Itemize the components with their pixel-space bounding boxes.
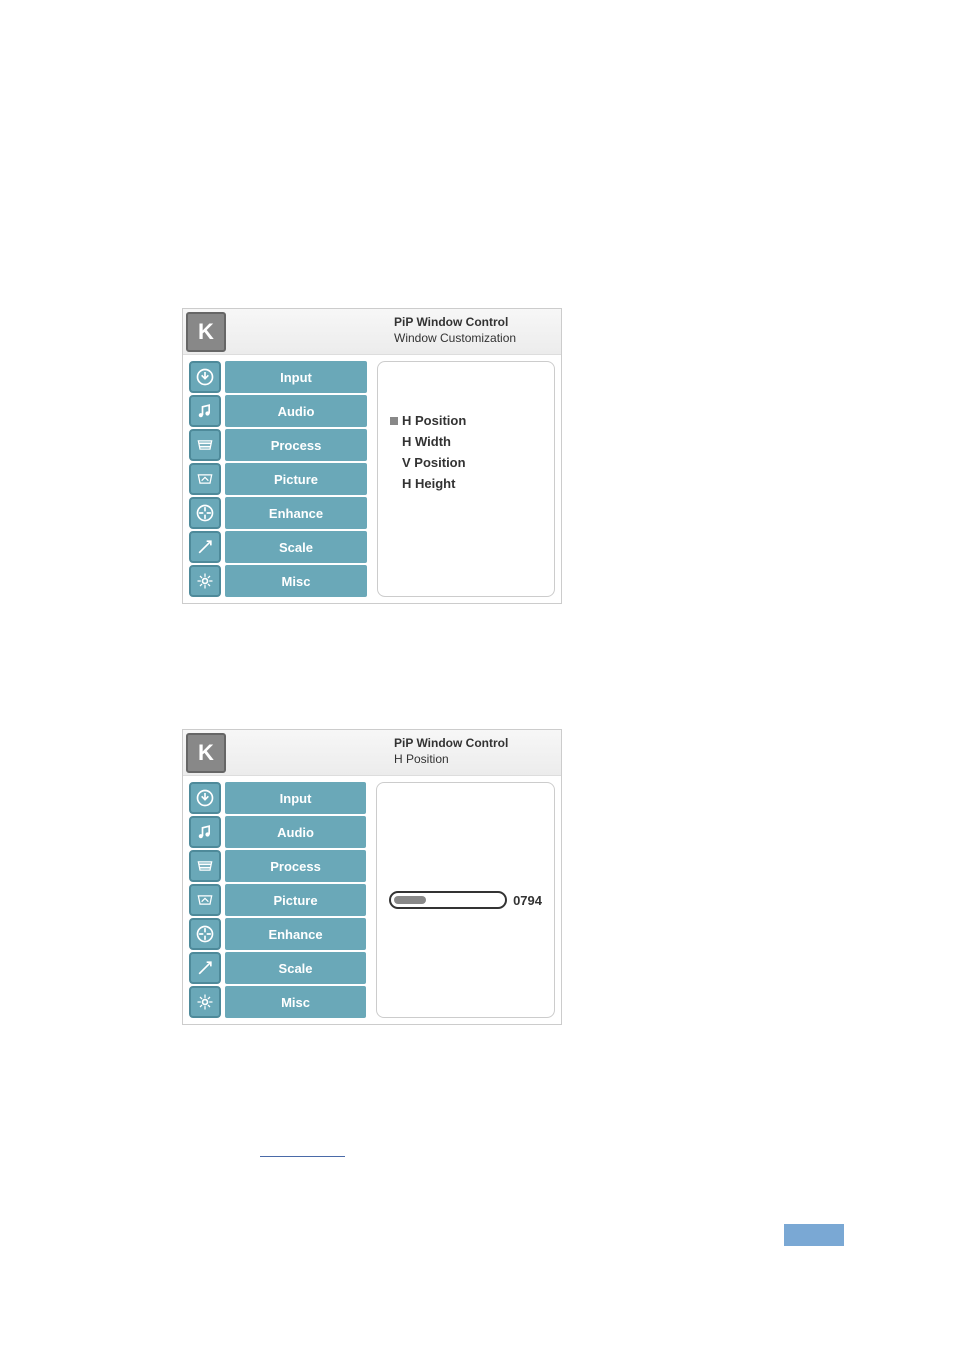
- menu-label: Process: [225, 850, 366, 882]
- osd-content-slider: 0794: [376, 782, 555, 1018]
- option-label: H Height: [402, 476, 455, 491]
- menu-item-picture[interactable]: Picture: [189, 884, 366, 916]
- header-title: PiP Window Control H Position: [386, 730, 561, 775]
- osd-body: Input Audio Process Picture: [183, 355, 561, 603]
- audio-icon: [189, 395, 221, 427]
- header-title-line2: H Position: [394, 752, 553, 768]
- header-title-line2: Window Customization: [394, 331, 553, 347]
- brand-logo: K: [186, 312, 226, 352]
- menu-label: Scale: [225, 952, 366, 984]
- menu-label: Enhance: [225, 497, 367, 529]
- slider-wrap: 0794: [389, 795, 542, 1005]
- enhance-icon: [189, 497, 221, 529]
- menu-label: Process: [225, 429, 367, 461]
- osd-content-options: H Position H Width V Position H Height: [377, 361, 555, 597]
- menu-item-input[interactable]: Input: [189, 782, 366, 814]
- header-title-line1: PiP Window Control: [394, 315, 553, 331]
- option-h-width[interactable]: H Width: [390, 431, 542, 452]
- menu-label: Picture: [225, 463, 367, 495]
- slider-fill: [394, 896, 426, 904]
- menu-item-audio[interactable]: Audio: [189, 395, 367, 427]
- process-icon: [189, 429, 221, 461]
- menu-label: Picture: [225, 884, 366, 916]
- menu-item-audio[interactable]: Audio: [189, 816, 366, 848]
- option-h-position[interactable]: H Position: [390, 410, 542, 431]
- slider-value: 0794: [513, 893, 542, 908]
- osd-body: Input Audio Process Picture: [183, 776, 561, 1024]
- menu-item-scale[interactable]: Scale: [189, 952, 366, 984]
- menu-item-scale[interactable]: Scale: [189, 531, 367, 563]
- audio-icon: [189, 816, 221, 848]
- input-icon: [189, 782, 221, 814]
- picture-icon: [189, 463, 221, 495]
- menu-label: Audio: [225, 816, 366, 848]
- osd-panel-h-position: K PiP Window Control H Position Input Au…: [182, 729, 562, 1025]
- menu-item-process[interactable]: Process: [189, 429, 367, 461]
- menu-label: Misc: [225, 986, 366, 1018]
- menu-label: Enhance: [225, 918, 366, 950]
- menu-item-process[interactable]: Process: [189, 850, 366, 882]
- scale-icon: [189, 952, 221, 984]
- option-v-position[interactable]: V Position: [390, 452, 542, 473]
- osd-sidebar: Input Audio Process Picture: [189, 782, 366, 1018]
- menu-item-input[interactable]: Input: [189, 361, 367, 393]
- menu-label: Scale: [225, 531, 367, 563]
- menu-item-misc[interactable]: Misc: [189, 565, 367, 597]
- menu-item-misc[interactable]: Misc: [189, 986, 366, 1018]
- misc-icon: [189, 986, 221, 1018]
- menu-item-enhance[interactable]: Enhance: [189, 497, 367, 529]
- osd-panel-window-customization: K PiP Window Control Window Customizatio…: [182, 308, 562, 604]
- picture-icon: [189, 884, 221, 916]
- menu-label: Misc: [225, 565, 367, 597]
- menu-label: Audio: [225, 395, 367, 427]
- process-icon: [189, 850, 221, 882]
- header-spacer: [229, 730, 386, 775]
- page-number-badge: [784, 1224, 844, 1246]
- osd-header: K PiP Window Control Window Customizatio…: [183, 309, 561, 355]
- option-h-height[interactable]: H Height: [390, 473, 542, 494]
- input-icon: [189, 361, 221, 393]
- scale-icon: [189, 531, 221, 563]
- menu-label: Input: [225, 782, 366, 814]
- osd-sidebar: Input Audio Process Picture: [189, 361, 367, 597]
- menu-item-enhance[interactable]: Enhance: [189, 918, 366, 950]
- brand-logo: K: [186, 733, 226, 773]
- options-list: H Position H Width V Position H Height: [390, 410, 542, 494]
- option-label: V Position: [402, 455, 466, 470]
- header-title: PiP Window Control Window Customization: [386, 309, 561, 354]
- menu-item-picture[interactable]: Picture: [189, 463, 367, 495]
- h-position-slider[interactable]: [389, 891, 507, 909]
- header-spacer: [229, 309, 386, 354]
- osd-header: K PiP Window Control H Position: [183, 730, 561, 776]
- option-label: H Width: [402, 434, 451, 449]
- menu-label: Input: [225, 361, 367, 393]
- option-label: H Position: [402, 413, 466, 428]
- figure-link-underline: [260, 1155, 345, 1157]
- enhance-icon: [189, 918, 221, 950]
- header-title-line1: PiP Window Control: [394, 736, 553, 752]
- misc-icon: [189, 565, 221, 597]
